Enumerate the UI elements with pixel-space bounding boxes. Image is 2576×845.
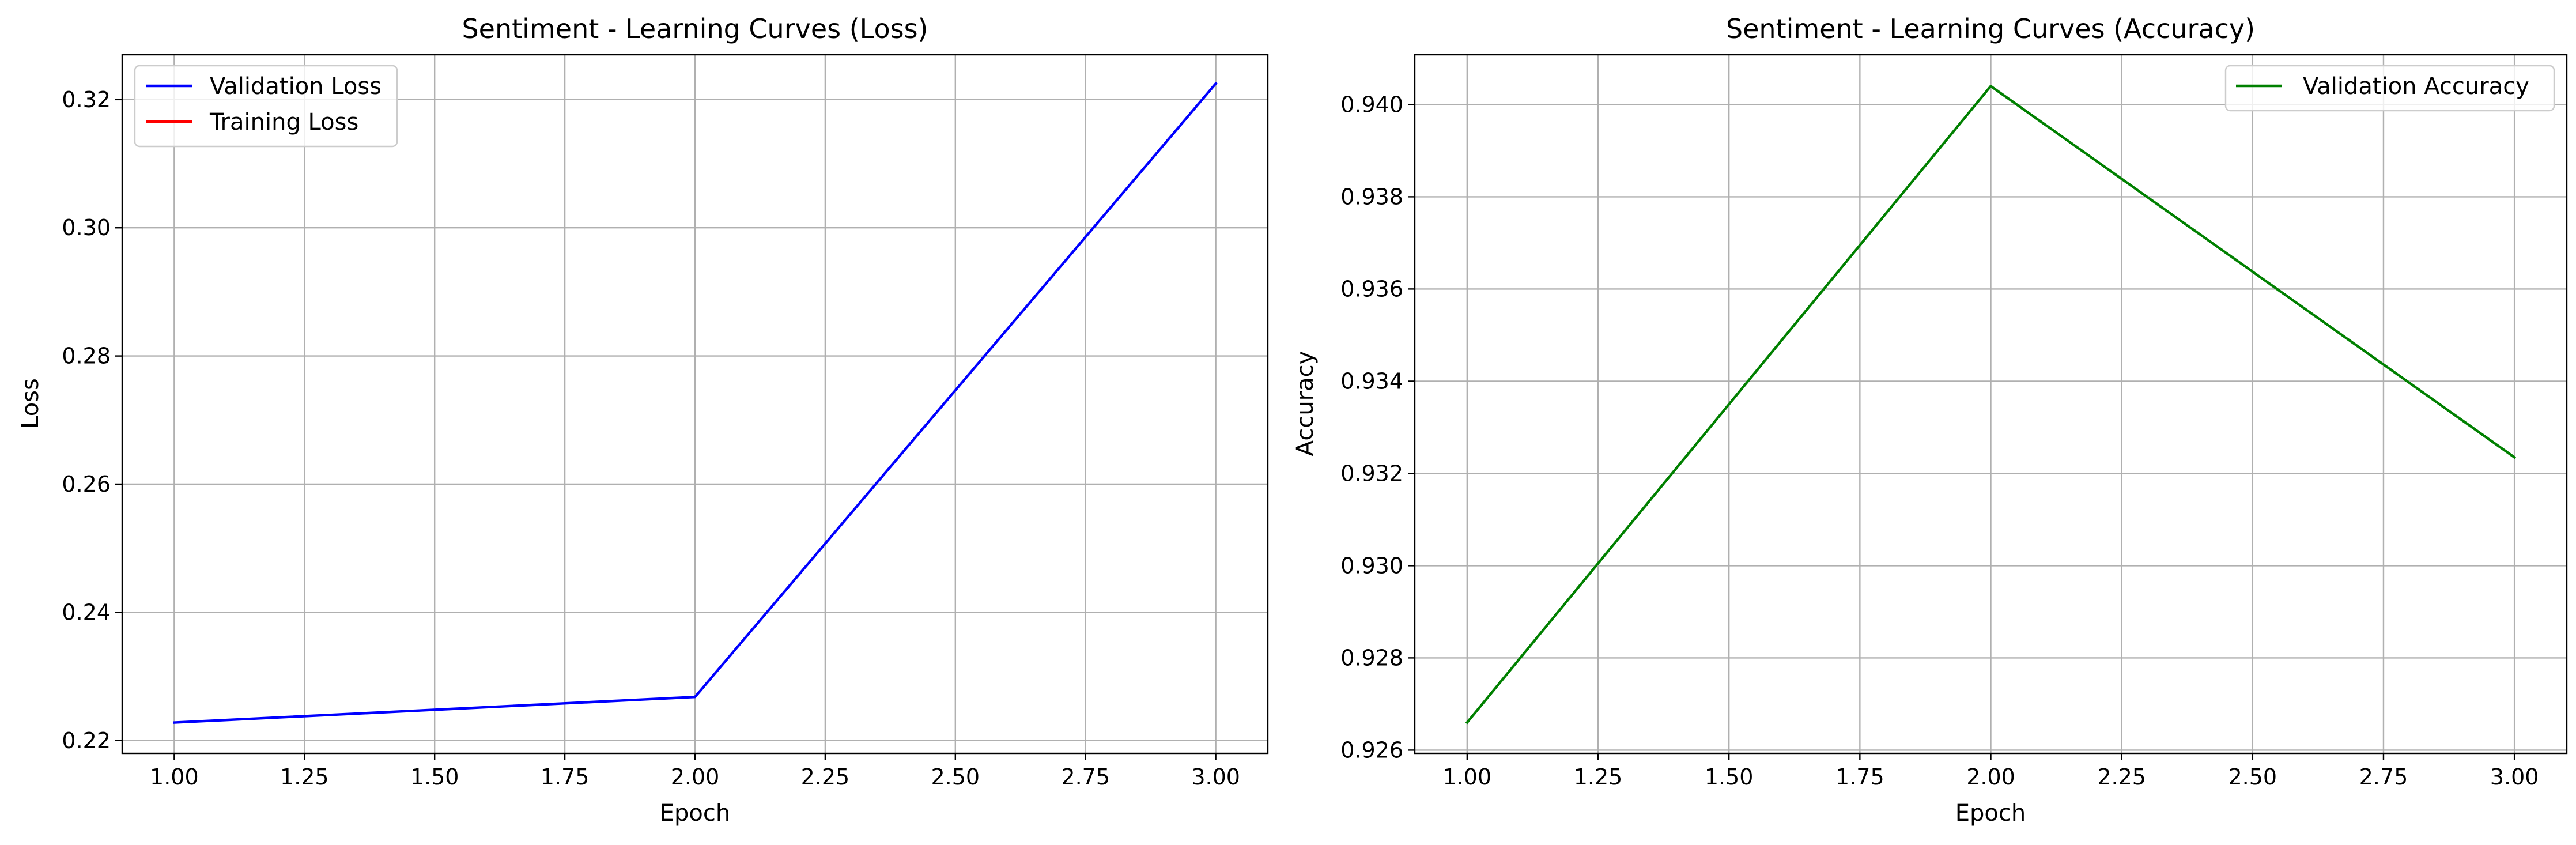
loss-legend: Validation Loss Training Loss xyxy=(134,65,398,148)
accuracy-y-tick-label: 0.930 xyxy=(1340,553,1403,578)
loss-y-tick-label: 0.26 xyxy=(62,471,111,497)
accuracy-y-axis-label: Accuracy xyxy=(1292,351,1319,457)
accuracy-chart-panel: 1.00 1.25 1.50 1.75 2.00 2.25 2.50 2.75 3.00 0.92… xyxy=(1292,13,2568,827)
accuracy-x-tick-label: 1.00 xyxy=(1443,764,1492,790)
accuracy-x-tick-label: 1.50 xyxy=(1705,764,1754,790)
accuracy-series-layer xyxy=(1465,85,2517,725)
loss-ticks: 1.00 1.25 1.50 1.75 2.00 2.25 2.50 2.75 3.00 0.22… xyxy=(62,87,1240,790)
accuracy-ticks: 1.00 1.25 1.50 1.75 2.00 2.25 2.50 2.75 3.00 0.92… xyxy=(1340,92,2539,790)
accuracy-chart-title: Sentiment - Learning Curves (Accuracy) xyxy=(1726,13,2255,44)
accuracy-legend: Validation Accuracy xyxy=(2224,65,2555,112)
validation-accuracy-line xyxy=(1465,85,2517,725)
loss-x-tick-label: 1.25 xyxy=(280,764,329,790)
accuracy-x-tick-label: 2.25 xyxy=(2097,764,2146,790)
loss-y-tick-label: 0.28 xyxy=(62,344,111,369)
loss-x-tick-label: 2.75 xyxy=(1061,764,1110,790)
accuracy-x-tick-label: 2.75 xyxy=(2359,764,2408,790)
accuracy-y-tick-label: 0.936 xyxy=(1340,276,1403,301)
loss-y-tick-label: 0.30 xyxy=(62,215,111,240)
accuracy-y-tick-label: 0.932 xyxy=(1340,461,1403,486)
loss-x-tick-label: 1.00 xyxy=(150,764,199,790)
accuracy-y-tick-label: 0.926 xyxy=(1340,737,1403,763)
loss-x-tick-label: 1.50 xyxy=(410,764,459,790)
loss-gridlines xyxy=(122,55,1268,753)
accuracy-y-tick-label: 0.928 xyxy=(1340,645,1403,670)
accuracy-x-tick-label: 2.50 xyxy=(2228,764,2277,790)
accuracy-x-tick-label: 1.25 xyxy=(1574,764,1623,790)
loss-x-tick-label: 2.25 xyxy=(801,764,850,790)
accuracy-y-tick-label: 0.938 xyxy=(1340,184,1403,209)
loss-x-tick-label: 3.00 xyxy=(1191,764,1240,790)
loss-x-axis-label: Epoch xyxy=(660,800,730,827)
legend-label-training-loss: Training Loss xyxy=(209,109,358,135)
accuracy-x-tick-label: 3.00 xyxy=(2490,764,2539,790)
accuracy-x-tick-label: 1.75 xyxy=(1835,764,1884,790)
loss-x-tick-label: 1.75 xyxy=(541,764,590,790)
accuracy-y-tick-label: 0.934 xyxy=(1340,368,1403,394)
accuracy-x-axis-label: Epoch xyxy=(1955,800,2026,827)
loss-series-layer xyxy=(173,81,1218,724)
loss-y-tick-label: 0.22 xyxy=(62,728,111,753)
loss-chart-panel: 1.00 1.25 1.50 1.75 2.00 2.25 2.50 2.75 3.00 0.22… xyxy=(17,13,1269,827)
legend-label-validation-loss: Validation Loss xyxy=(210,73,382,100)
accuracy-y-tick-label: 0.940 xyxy=(1340,92,1403,117)
loss-chart-title: Sentiment - Learning Curves (Loss) xyxy=(462,13,928,44)
loss-y-tick-label: 0.32 xyxy=(62,87,111,112)
loss-x-tick-label: 2.50 xyxy=(931,764,980,790)
accuracy-x-tick-label: 2.00 xyxy=(1966,764,2015,790)
loss-x-tick-label: 2.00 xyxy=(671,764,720,790)
loss-y-tick-label: 0.24 xyxy=(62,599,111,625)
loss-y-axis-label: Loss xyxy=(17,378,44,429)
legend-label-validation-accuracy: Validation Accuracy xyxy=(2303,73,2529,100)
validation-loss-line xyxy=(173,81,1218,724)
